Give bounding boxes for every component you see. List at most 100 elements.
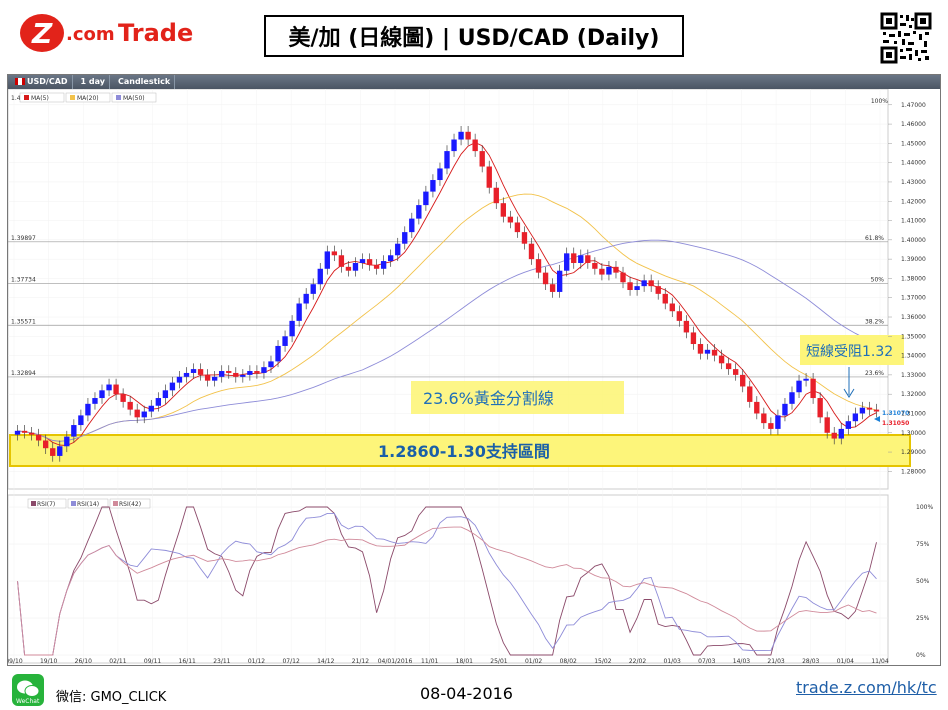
candle-body xyxy=(92,398,98,404)
candle-body xyxy=(317,268,323,285)
legend-ma5-swatch xyxy=(24,95,29,100)
candle-body xyxy=(282,336,288,346)
ma5-line xyxy=(17,142,877,446)
y-tick-label: 1.29000 xyxy=(901,449,926,456)
ma-layer xyxy=(17,142,877,446)
qr-code xyxy=(880,12,932,64)
fib-pct-label: 23.6% xyxy=(865,370,884,377)
candle-body xyxy=(859,407,866,414)
rsi-pane xyxy=(8,494,889,664)
toolbar-symbol[interactable]: USD/CAD xyxy=(11,75,73,89)
fib-annotation-box xyxy=(411,381,624,414)
support-label: 1.2860-1.30支持區間 xyxy=(378,442,550,461)
candle-body xyxy=(409,218,415,233)
candle-body xyxy=(430,180,436,192)
y-tick-label: 1.42000 xyxy=(901,198,926,205)
logo-z-letter: Z xyxy=(31,17,53,50)
legend-rsi7-box xyxy=(27,498,67,509)
candle-body xyxy=(99,390,105,399)
candle-body xyxy=(845,421,851,429)
legend-rsi42: RSI(42) xyxy=(119,501,141,508)
legend-ma50: MA(50) xyxy=(123,95,145,102)
rsi42-line xyxy=(17,526,877,656)
candle-body xyxy=(493,187,499,204)
candle-body xyxy=(824,417,830,433)
qr-code-graphic xyxy=(880,12,932,64)
candle-body xyxy=(613,266,619,273)
y-tick-label: 1.32000 xyxy=(901,391,926,398)
candle-body xyxy=(542,272,549,285)
support-band xyxy=(9,434,911,467)
candle-body xyxy=(775,415,781,429)
candle-body xyxy=(211,376,218,381)
x-tick-label: 02/11 xyxy=(109,658,126,665)
candle-body xyxy=(219,371,225,377)
candle-body xyxy=(254,371,260,373)
logo-trade: Trade xyxy=(118,19,193,47)
candle-body xyxy=(444,151,450,169)
candle-body xyxy=(521,232,528,244)
candle-body xyxy=(324,251,330,269)
fib-annotation-label: 23.6%黃金分割線 xyxy=(423,389,554,408)
candle-body xyxy=(190,369,197,373)
candle-body xyxy=(458,131,464,140)
chart-toolbar: USD/CAD 1 day Candlestick xyxy=(8,75,940,89)
logo-z-ellipse xyxy=(20,14,64,52)
y-tick-label: 1.39000 xyxy=(901,256,926,263)
legend-rsi7: RSI(7) xyxy=(37,501,55,508)
toolbar-style[interactable]: Candlestick xyxy=(114,75,176,89)
legend-rsi42-box xyxy=(109,498,151,509)
candle-body xyxy=(345,266,352,271)
candle-body xyxy=(486,166,492,188)
candle-body xyxy=(754,401,760,414)
chart-svg: 100%1.39897 61.8%1.37734 50%1.35571 38.2%1.… xyxy=(8,89,933,665)
legend-ma50-swatch xyxy=(116,95,121,100)
page-title: 美/加 (日線圖) | USD/CAD (Daily) xyxy=(264,15,684,57)
x-tick-label: 04/01/2016 xyxy=(378,658,413,665)
candle-body xyxy=(64,436,70,447)
flag-icon xyxy=(15,78,25,85)
ma50-line xyxy=(17,239,877,442)
candle-body xyxy=(725,363,732,370)
y-tick-label: 1.47000 xyxy=(901,102,926,109)
wechat-icon[interactable]: WeChat xyxy=(12,674,44,706)
candle-body xyxy=(873,409,880,412)
x-tick-label: 26/10 xyxy=(75,658,92,665)
rsi-tick-label: 25% xyxy=(916,615,930,622)
candle-body xyxy=(556,270,563,292)
candle-body xyxy=(416,205,422,219)
candle-body xyxy=(71,425,77,437)
rsi-tick-label: 0% xyxy=(916,652,926,659)
x-tick-label: 01/02 xyxy=(525,658,542,665)
last-price-marker xyxy=(874,416,880,422)
rsi-layer xyxy=(17,506,877,656)
rsi-tick-label: 75% xyxy=(916,541,930,548)
candle-body xyxy=(35,434,42,441)
ma20-line xyxy=(17,193,877,442)
legend-rsi14-box xyxy=(67,498,109,509)
candle-body xyxy=(718,355,725,364)
fib-price-label: 1.35571 xyxy=(11,318,36,325)
candle-body xyxy=(747,386,753,402)
candle-body xyxy=(479,151,485,167)
candle-body xyxy=(669,303,675,312)
legend-price-prefix: 1.4 xyxy=(11,95,21,102)
candle-body xyxy=(838,428,844,439)
candle-body xyxy=(275,345,281,362)
footer-date: 08-04-2016 xyxy=(420,684,513,703)
x-tick-label: 22/02 xyxy=(629,658,646,665)
price-pane xyxy=(8,89,889,490)
candle-body xyxy=(331,251,338,256)
candle-body xyxy=(606,266,612,275)
toolbar-period[interactable]: 1 day xyxy=(77,75,110,89)
candle-body xyxy=(740,374,746,387)
candle-body xyxy=(402,232,408,244)
candle-body xyxy=(233,372,239,377)
legend-rsi7-swatch xyxy=(31,501,36,506)
legend-ma20-swatch xyxy=(70,95,75,100)
candle-body xyxy=(810,378,816,399)
candle-body xyxy=(387,255,394,262)
candle-body xyxy=(127,401,133,410)
footer-url-link[interactable]: trade.z.com/hk/tc xyxy=(796,678,937,697)
candle-body xyxy=(240,374,246,377)
